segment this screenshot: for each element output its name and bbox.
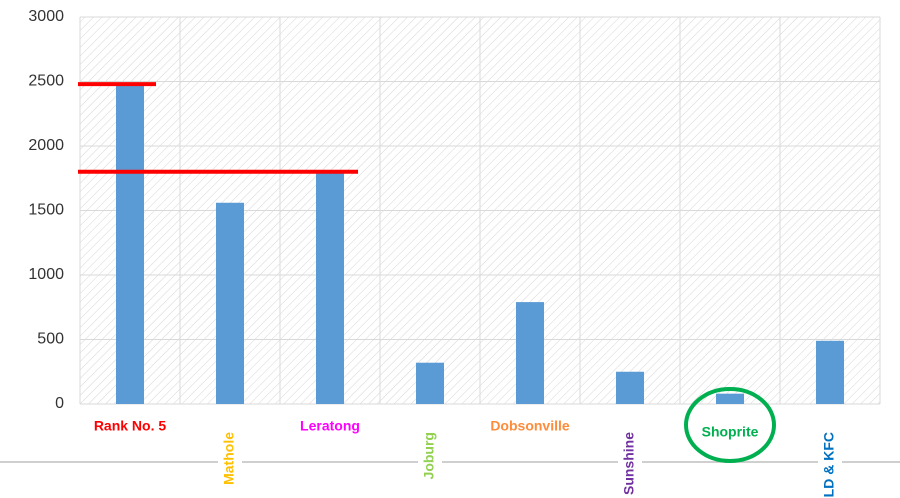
label-backdrop (618, 430, 642, 498)
y-tick-label: 3000 (28, 8, 64, 25)
x-tick-label: LD & KFC (821, 432, 837, 497)
y-tick-label: 500 (37, 331, 64, 348)
x-tick-label: Sunshine (621, 432, 637, 495)
highlight-circle (684, 387, 776, 463)
y-tick-label: 0 (55, 395, 64, 412)
bar (416, 362, 444, 404)
x-tick-label: Shoprite (702, 424, 759, 440)
x-tick-label: Joburg (421, 432, 437, 479)
bar (216, 202, 244, 404)
y-tick-label: 2500 (28, 73, 64, 90)
bar (716, 393, 744, 404)
bar (516, 302, 544, 404)
label-backdrop (818, 430, 842, 498)
label-backdrop (418, 430, 442, 498)
bar (616, 371, 644, 404)
x-tick-label: Mathole (221, 432, 237, 485)
x-tick-label: Leratong (300, 418, 360, 434)
y-tick-label: 1500 (28, 202, 64, 219)
bar (816, 340, 844, 404)
x-tick-label: Dobsonville (490, 418, 570, 434)
bar (316, 171, 344, 404)
x-tick-label: Rank No. 5 (94, 418, 167, 434)
y-tick-label: 1000 (28, 266, 64, 283)
bar (116, 84, 144, 404)
label-backdrop (218, 430, 242, 498)
y-tick-label: 2000 (28, 137, 64, 154)
